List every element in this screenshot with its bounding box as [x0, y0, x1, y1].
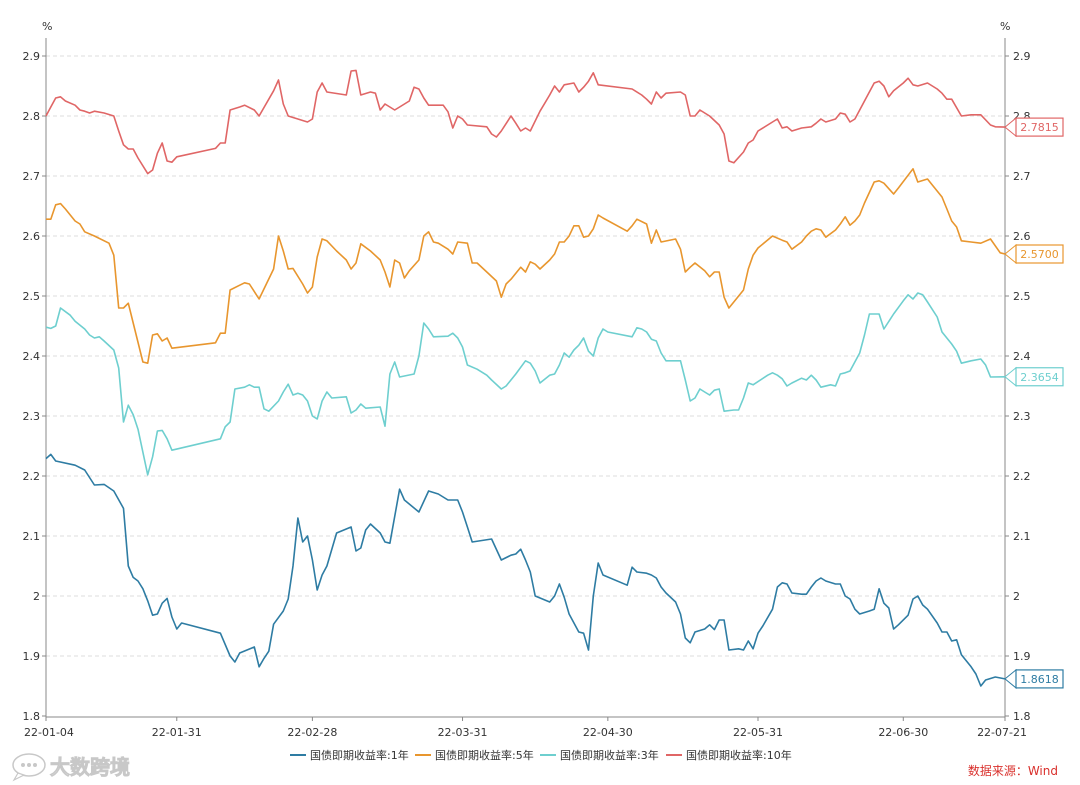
watermark: 大数跨境 — [12, 753, 130, 782]
x-tick-label: 22-07-21 — [977, 726, 1027, 739]
source-note: 数据来源：Wind — [968, 763, 1058, 778]
x-tick-label: 22-05-31 — [733, 726, 783, 739]
y-tick-label-left: 2.4 — [23, 350, 41, 363]
y-axis-left: 1.8 1.9 2 2.1 2.2 2.3 2.4 2.5 2.6 2.7 2.8 2.9 — [23, 50, 46, 723]
end-label-pointer — [1004, 366, 1017, 387]
end-label-value: 1.8618 — [1020, 673, 1059, 686]
legend-label: 国债即期收益率:1年 — [310, 748, 409, 762]
end-value-labels: 1.8618 2.5700 2.3654 2.7815 — [1004, 117, 1064, 689]
y-tick-label-right: 1.8 — [1013, 710, 1031, 723]
y-tick-label-left: 2.6 — [23, 230, 41, 243]
y-tick-label-left: 2.2 — [23, 470, 41, 483]
y-tick-label-right: 2.2 — [1013, 470, 1031, 483]
series-line-1 — [46, 168, 1006, 364]
y-tick-label-right: 2.1 — [1013, 530, 1031, 543]
end-label-box — [1015, 669, 1064, 689]
end-label-box — [1015, 244, 1064, 264]
y-tick-label-left: 2.8 — [23, 110, 41, 123]
y-tick-label-right: 1.9 — [1013, 650, 1031, 663]
x-tick-label: 22-04-30 — [583, 726, 633, 739]
end-label-pointer — [1004, 668, 1017, 689]
end-label-box — [1015, 117, 1064, 137]
right-axis-unit: % — [1000, 20, 1010, 33]
y-tick-label-left: 2.5 — [23, 290, 41, 303]
end-label-value: 2.5700 — [1020, 248, 1059, 261]
x-tick-label: 22-06-30 — [878, 726, 928, 739]
x-tick-label: 22-02-28 — [287, 726, 337, 739]
y-tick-label-right: 2.9 — [1013, 50, 1031, 63]
grid-lines — [46, 55, 1005, 657]
end-label-box — [1015, 367, 1064, 387]
end-label-pointer — [1004, 117, 1017, 138]
end-label-value: 2.7815 — [1020, 121, 1059, 134]
axes — [45, 38, 1006, 718]
y-tick-label-right: 2.4 — [1013, 350, 1031, 363]
y-tick-label-right: 2.5 — [1013, 290, 1031, 303]
watermark-text: 大数跨境 — [50, 755, 130, 779]
series-lines — [45, 69, 1006, 687]
y-axis-right: 1.81.922.12.22.32.42.52.62.72.82.9 — [1005, 50, 1031, 723]
legend-label: 国债即期收益率:10年 — [686, 748, 792, 762]
legend-label: 国债即期收益率:3年 — [560, 748, 659, 762]
y-tick-label-right: 2.6 — [1013, 230, 1031, 243]
legend-label: 国债即期收益率:5年 — [435, 748, 534, 762]
y-tick-label-left: 2 — [33, 590, 40, 603]
end-label-pointer — [1004, 243, 1017, 265]
end-label-value: 2.3654 — [1020, 371, 1059, 384]
y-tick-label-left: 2.9 — [23, 50, 41, 63]
legend: 国债即期收益率:1年 国债即期收益率:5年 国债即期收益率:3年 国债即期收益率:10… — [290, 748, 792, 762]
y-tick-label-left: 1.8 — [23, 710, 41, 723]
x-tick-label: 22-01-31 — [152, 726, 202, 739]
y-tick-label-left: 1.9 — [23, 650, 41, 663]
y-tick-label-left: 2.3 — [23, 410, 41, 423]
series-line-3 — [45, 69, 1006, 175]
x-tick-label: 22-01-04 — [24, 726, 74, 739]
y-tick-label-right: 2.7 — [1013, 170, 1031, 183]
speech-bubble-logo-icon — [12, 753, 46, 782]
x-axis: 22-01-04 22-01-31 22-02-28 22-03-31 22-04-30… — [24, 717, 1027, 739]
series-line-0 — [45, 453, 1006, 687]
x-tick-label: 22-03-31 — [438, 726, 488, 739]
y-tick-label-right: 2 — [1013, 590, 1020, 603]
left-axis-unit: % — [42, 20, 52, 33]
y-tick-label-right: 2.3 — [1013, 410, 1031, 423]
y-tick-label-left: 2.1 — [23, 530, 41, 543]
y-tick-label-left: 2.7 — [23, 170, 41, 183]
series-line-2 — [45, 292, 1006, 476]
